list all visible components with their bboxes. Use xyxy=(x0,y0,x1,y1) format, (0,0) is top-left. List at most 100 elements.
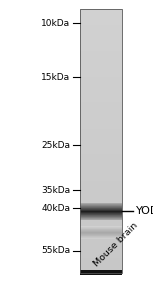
Bar xyxy=(80,65,122,66)
Bar xyxy=(80,59,122,60)
Bar xyxy=(80,129,122,130)
Bar xyxy=(80,27,122,28)
Bar xyxy=(80,249,122,250)
Bar xyxy=(80,260,122,261)
Bar xyxy=(80,169,122,170)
Bar xyxy=(80,209,122,210)
Bar xyxy=(80,52,122,53)
Bar xyxy=(80,104,122,105)
Bar xyxy=(80,162,122,163)
Bar xyxy=(80,259,122,260)
Bar xyxy=(80,214,122,215)
Bar xyxy=(80,92,122,93)
Bar xyxy=(80,105,122,106)
Bar xyxy=(80,49,122,50)
Bar xyxy=(80,120,122,121)
Bar xyxy=(80,28,122,29)
Bar xyxy=(80,58,122,59)
Bar xyxy=(80,174,122,175)
Bar xyxy=(80,145,122,146)
Bar xyxy=(80,264,122,265)
Bar xyxy=(80,90,122,91)
Bar xyxy=(80,172,122,173)
Bar xyxy=(80,111,122,112)
Bar xyxy=(80,16,122,17)
Bar xyxy=(80,96,122,97)
Bar xyxy=(80,84,122,85)
Bar xyxy=(80,167,122,168)
Bar xyxy=(80,9,122,10)
Bar xyxy=(80,32,122,33)
Bar xyxy=(80,176,122,177)
Bar xyxy=(80,74,122,75)
Bar xyxy=(80,187,122,188)
Bar xyxy=(80,91,122,92)
Bar xyxy=(80,261,122,262)
Bar xyxy=(80,182,122,183)
Bar xyxy=(80,57,122,58)
Bar xyxy=(80,113,122,114)
Bar xyxy=(80,193,122,194)
Bar xyxy=(80,208,122,209)
Bar xyxy=(80,36,122,37)
Bar xyxy=(80,268,122,269)
Bar xyxy=(80,125,122,126)
Bar xyxy=(80,194,122,195)
Bar xyxy=(80,18,122,19)
Bar xyxy=(80,236,122,237)
Bar xyxy=(80,10,122,11)
Bar xyxy=(80,107,122,108)
Bar xyxy=(80,220,122,221)
Bar xyxy=(80,19,122,20)
Bar xyxy=(80,232,122,233)
Bar xyxy=(80,204,122,205)
Bar xyxy=(80,130,122,131)
Bar xyxy=(80,232,122,233)
Bar xyxy=(80,15,122,16)
Bar xyxy=(80,56,122,57)
Bar xyxy=(80,244,122,245)
Bar xyxy=(80,100,122,101)
Bar xyxy=(80,213,122,214)
Bar xyxy=(80,33,122,34)
Bar xyxy=(80,126,122,127)
Text: Mouse brain: Mouse brain xyxy=(91,221,139,268)
Bar xyxy=(80,69,122,70)
Bar xyxy=(80,14,122,15)
Text: 15kDa: 15kDa xyxy=(41,73,70,82)
Bar xyxy=(80,265,122,266)
Bar xyxy=(80,177,122,178)
Bar xyxy=(80,228,122,229)
Bar xyxy=(80,190,122,191)
Bar xyxy=(80,114,122,115)
Bar xyxy=(80,199,122,200)
Bar xyxy=(80,233,122,234)
Bar xyxy=(80,180,122,181)
Bar xyxy=(80,109,122,110)
Bar xyxy=(80,240,122,241)
Bar xyxy=(80,81,122,82)
Bar xyxy=(80,237,122,238)
Bar xyxy=(80,235,122,236)
Bar xyxy=(80,134,122,135)
Bar xyxy=(80,212,122,213)
Bar xyxy=(80,198,122,199)
Bar xyxy=(80,143,122,144)
Bar xyxy=(80,89,122,90)
Bar xyxy=(80,127,122,128)
Bar xyxy=(80,245,122,246)
Bar xyxy=(80,110,122,111)
Bar xyxy=(80,135,122,136)
Bar xyxy=(80,83,122,84)
Bar xyxy=(80,132,122,133)
Bar xyxy=(80,139,122,140)
Bar xyxy=(80,95,122,96)
Bar xyxy=(80,181,122,182)
Bar xyxy=(80,256,122,257)
Bar xyxy=(80,207,122,208)
Bar xyxy=(80,99,122,100)
Bar xyxy=(80,140,122,141)
Bar xyxy=(80,160,122,161)
Text: 55kDa: 55kDa xyxy=(41,246,70,255)
Bar xyxy=(80,29,122,30)
